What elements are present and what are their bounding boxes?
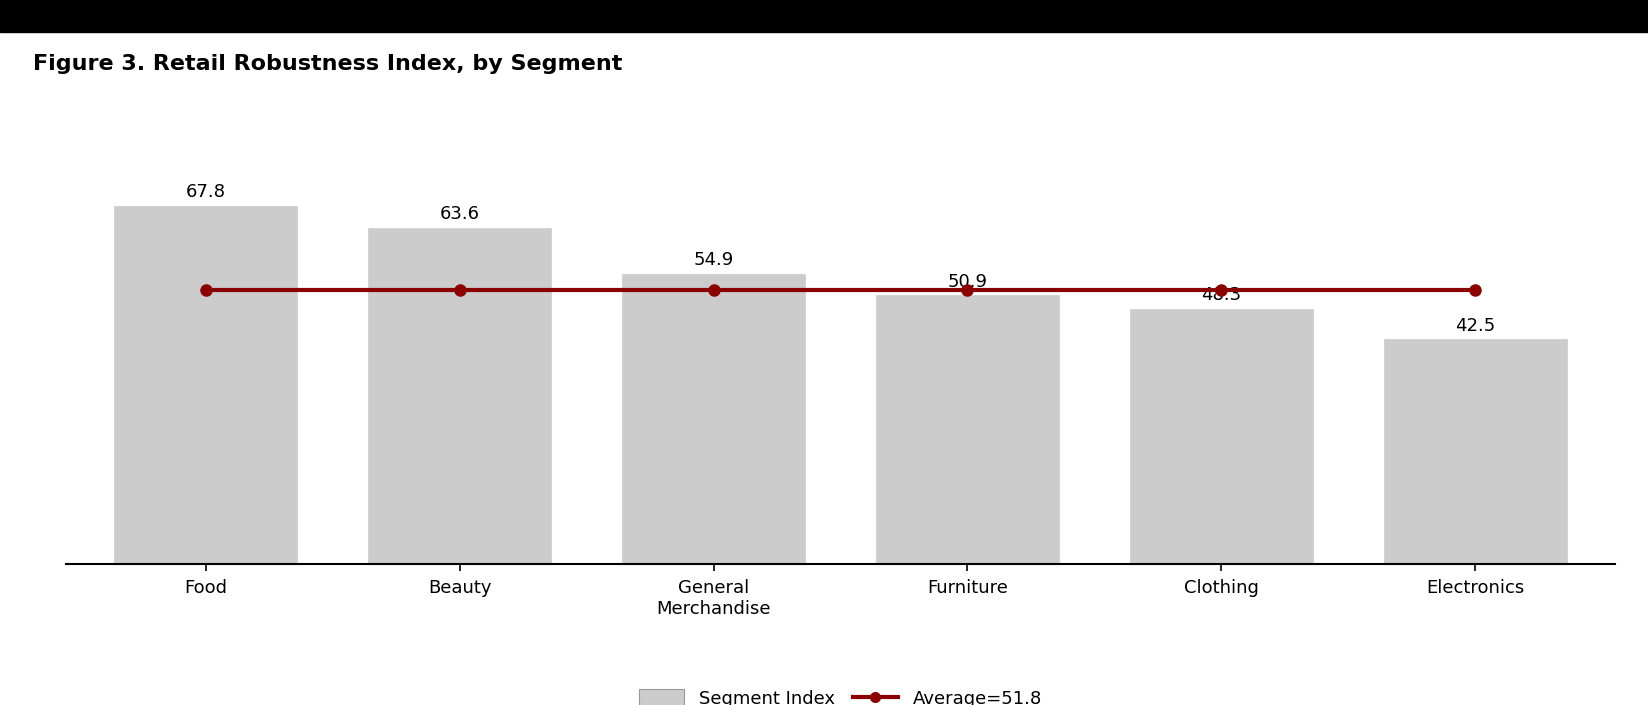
- Text: 63.6: 63.6: [440, 205, 480, 223]
- Text: Figure 3. Retail Robustness Index, by Segment: Figure 3. Retail Robustness Index, by Se…: [33, 54, 623, 74]
- Text: 67.8: 67.8: [186, 183, 226, 202]
- Text: 50.9: 50.9: [948, 273, 987, 290]
- Text: 48.3: 48.3: [1201, 286, 1241, 305]
- Bar: [368, 228, 550, 564]
- Text: 54.9: 54.9: [694, 252, 733, 269]
- Bar: [1131, 309, 1313, 564]
- Bar: [877, 295, 1060, 564]
- Bar: [1384, 339, 1567, 564]
- Bar: [621, 274, 804, 564]
- Bar: [114, 206, 297, 564]
- Legend: Segment Index, Average=51.8: Segment Index, Average=51.8: [633, 682, 1048, 705]
- Text: 42.5: 42.5: [1455, 317, 1495, 335]
